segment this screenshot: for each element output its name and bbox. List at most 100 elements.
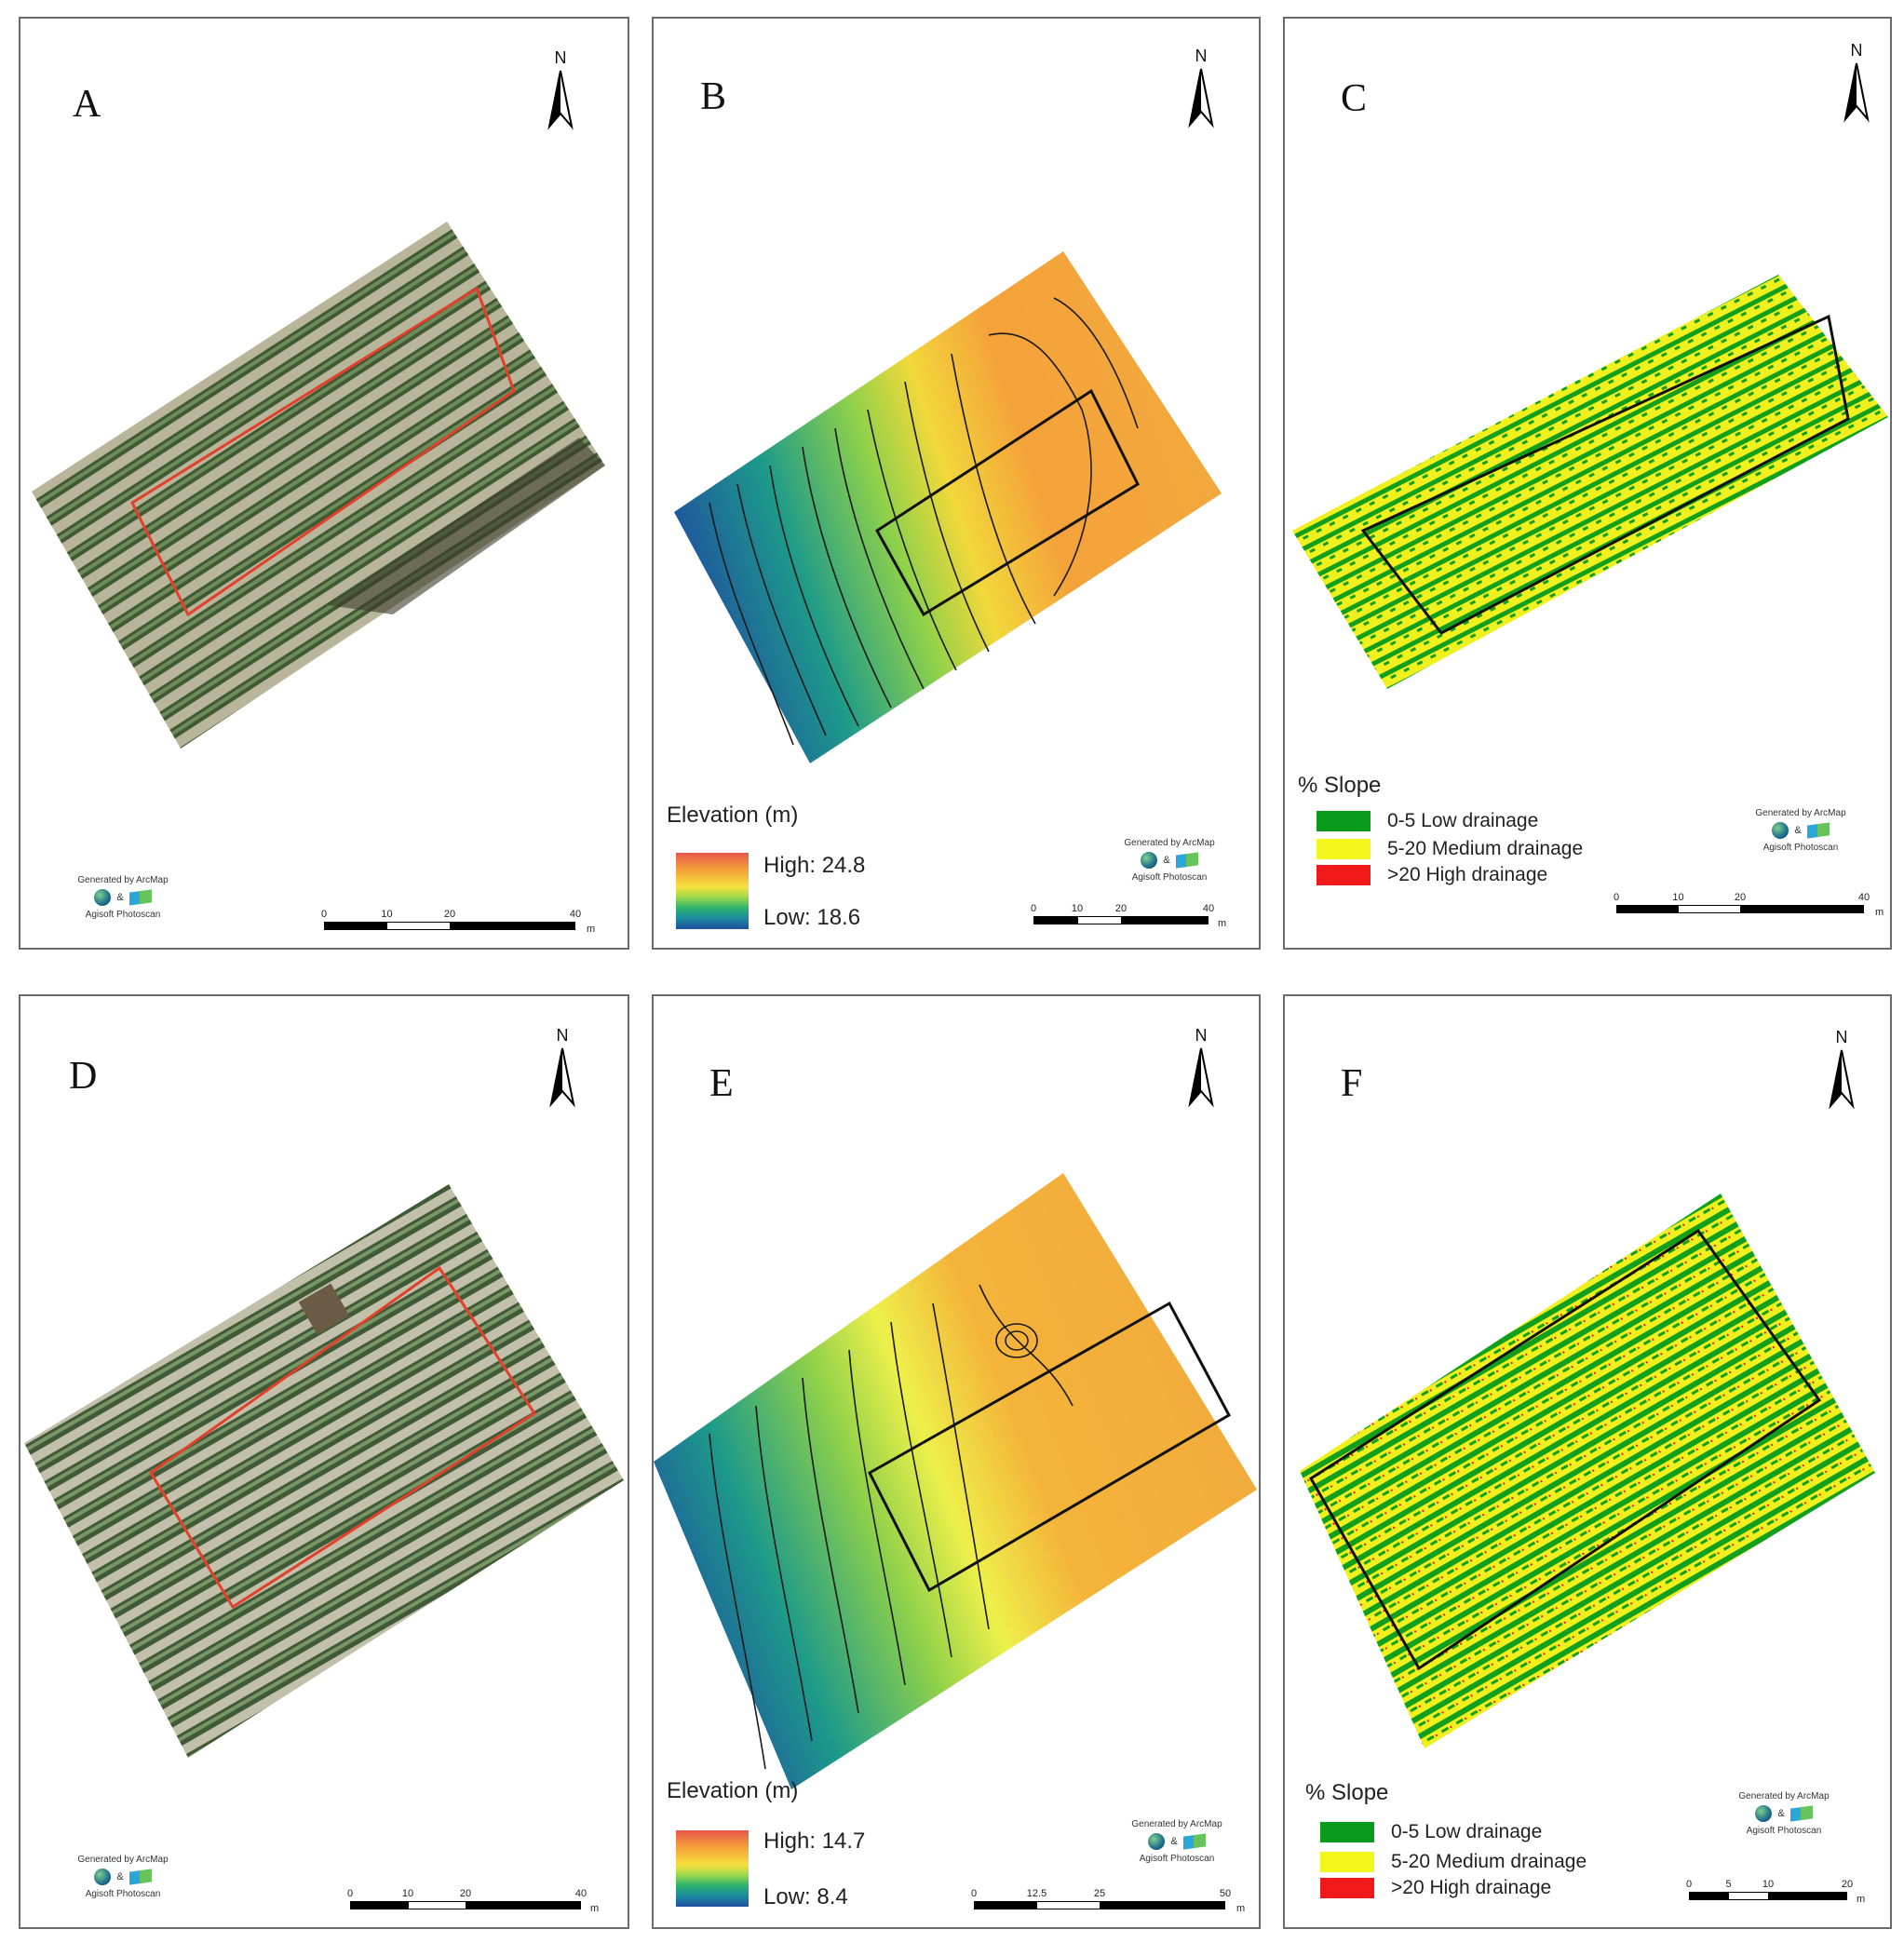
legend-label: 0-5 Low drainage — [1387, 810, 1539, 831]
ortho-image — [32, 222, 605, 749]
legend-high: High: 24.8 — [763, 853, 866, 878]
elevation-color-ramp — [676, 853, 749, 929]
credit-bottom: Agisoft Photoscan — [1131, 872, 1208, 883]
credit-bottom: Agisoft Photoscan — [85, 1889, 161, 1899]
study-area-outline — [1308, 1228, 1822, 1671]
legend-swatch — [1317, 811, 1371, 831]
legend-swatch — [1320, 1878, 1374, 1898]
scale-tick: 40 — [574, 1888, 587, 1899]
legend-label: 0-5 Low drainage — [1391, 1821, 1543, 1842]
panel-d: D N Generated by ArcMap & Agisoft Photos… — [19, 994, 629, 1929]
legend-low: Low: 18.6 — [763, 905, 861, 930]
panel-letter: E — [709, 1062, 734, 1105]
arcmap-globe-icon — [94, 1869, 112, 1885]
credit-top: Generated by ArcMap — [1738, 1791, 1830, 1801]
scale-tick: 10 — [1071, 903, 1084, 914]
software-credit: Generated by ArcMap & Agisoft Photoscan — [1112, 1819, 1242, 1864]
legend-title: % Slope — [1305, 1780, 1389, 1805]
dem-surface — [654, 1173, 1257, 1789]
panel-letter: D — [69, 1055, 98, 1098]
legend-item-medium: 5-20 Medium drainage — [1317, 838, 1583, 860]
scale-tick: 50 — [1219, 1888, 1232, 1899]
slope-surface — [1300, 1194, 1875, 1748]
scale-tick: 20 — [1734, 892, 1747, 903]
north-label: N — [554, 48, 567, 67]
scale-tick: 40 — [1202, 903, 1215, 914]
scale-tick: 0 — [346, 1888, 354, 1899]
photoscan-logo-icon — [128, 1869, 152, 1885]
study-area-outline — [148, 1265, 537, 1610]
legend-title: Elevation (m) — [667, 803, 799, 828]
arcmap-globe-icon — [1772, 822, 1789, 839]
scale-tick: 25 — [1093, 1888, 1106, 1899]
legend-item-medium: 5-20 Medium drainage — [1320, 1851, 1587, 1873]
photoscan-logo-icon — [1182, 1833, 1206, 1850]
scale-tick: 0 — [1613, 892, 1620, 903]
panel-a: A N Generated by ArcMap & Agisoft Photos… — [19, 17, 629, 950]
scale-unit: m — [1857, 1894, 1866, 1905]
arcmap-globe-icon — [1148, 1833, 1166, 1850]
study-area-outline — [1360, 314, 1850, 635]
north-arrow-icon: N — [542, 48, 579, 132]
scale-bar: 0 10 20 40 m — [1613, 892, 1884, 924]
software-credit: Generated by ArcMap & Agisoft Photoscan — [1719, 1791, 1849, 1836]
north-label: N — [1195, 47, 1208, 65]
scale-tick: 20 — [459, 1888, 472, 1899]
north-label: N — [1850, 41, 1863, 60]
scale-tick: 20 — [443, 909, 456, 920]
north-arrow-icon: N — [1838, 41, 1875, 125]
slope-map — [1292, 275, 1888, 689]
arcmap-globe-icon — [94, 889, 112, 906]
scale-bar: 0 10 20 40 m — [346, 1888, 599, 1920]
north-arrow-graphic — [547, 70, 574, 130]
north-arrow-icon: N — [1182, 47, 1220, 130]
study-area-outline — [868, 1301, 1232, 1593]
panel-c: C N % Slope 0-5 Low drainage 5-20 Medium… — [1283, 17, 1892, 950]
legend-item-high: >20 High drainage — [1320, 1877, 1551, 1899]
arcmap-globe-icon — [1755, 1805, 1773, 1822]
scale-unit: m — [590, 1903, 600, 1914]
elevation-map — [654, 1173, 1257, 1789]
north-arrow-icon: N — [544, 1026, 581, 1110]
legend-swatch — [1320, 1822, 1374, 1842]
north-arrow-graphic — [1843, 62, 1870, 123]
scale-tick: 5 — [1725, 1879, 1732, 1890]
north-label: N — [1195, 1026, 1208, 1045]
north-arrow-graphic — [1829, 1049, 1855, 1110]
ortho-map — [24, 1184, 624, 1758]
photoscan-logo-icon — [1175, 852, 1198, 869]
software-credit: Generated by ArcMap & Agisoft Photoscan — [1104, 838, 1235, 883]
credit-bottom: Agisoft Photoscan — [1762, 843, 1839, 853]
study-area-outline — [130, 286, 516, 617]
legend-label: 5-20 Medium drainage — [1391, 1851, 1587, 1872]
scale-unit: m — [1218, 918, 1227, 929]
credit-top: Generated by ArcMap — [1124, 838, 1215, 848]
building — [298, 1283, 350, 1335]
scale-bar: 0 5 10 20 m — [1686, 1879, 1865, 1910]
contour-lines — [709, 297, 1139, 746]
legend-title: % Slope — [1298, 773, 1382, 798]
legend-label: 5-20 Medium drainage — [1387, 838, 1584, 859]
slope-map — [1300, 1194, 1875, 1748]
elevation-color-ramp — [676, 1830, 749, 1907]
scale-unit: m — [1236, 1903, 1246, 1914]
north-label: N — [556, 1026, 569, 1045]
panel-letter: B — [700, 75, 727, 118]
legend-swatch — [1317, 865, 1371, 885]
credit-bottom: Agisoft Photoscan — [85, 910, 161, 920]
legend-item-low: 0-5 Low drainage — [1320, 1821, 1542, 1843]
scale-bar: 0 10 20 40 m — [321, 909, 595, 940]
scale-tick: 10 — [381, 909, 393, 920]
study-area-outline — [875, 388, 1140, 617]
scale-tick: 20 — [1114, 903, 1128, 914]
credit-top: Generated by ArcMap — [1131, 1819, 1222, 1829]
panel-letter: F — [1341, 1062, 1363, 1105]
scale-bar: 0 12.5 25 50 m — [970, 1888, 1245, 1920]
scale-tick: 0 — [1030, 903, 1037, 914]
photoscan-logo-icon — [1789, 1805, 1813, 1822]
legend-title: Elevation (m) — [667, 1778, 799, 1803]
scale-tick: 0 — [970, 1888, 978, 1899]
credit-top: Generated by ArcMap — [77, 875, 169, 885]
photoscan-logo-icon — [1806, 822, 1830, 839]
slope-surface — [1292, 275, 1888, 689]
